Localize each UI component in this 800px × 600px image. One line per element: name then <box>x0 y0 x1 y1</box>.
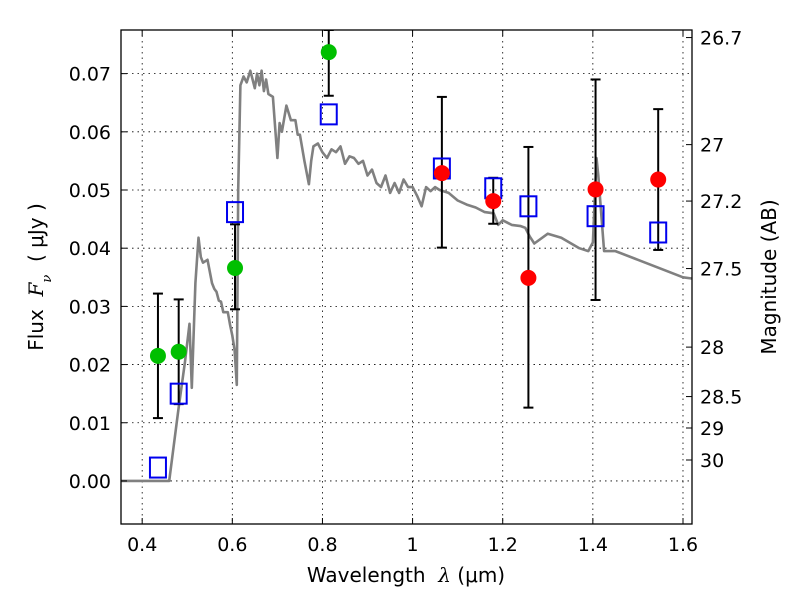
green-detections-point <box>320 44 337 61</box>
y-axis-label-subscript: ν <box>40 275 55 283</box>
model-spectrum-line <box>121 69 692 483</box>
y-axis-label: Flux Fν ( μJy ) <box>24 203 55 351</box>
y2-tick-label: 29 <box>700 418 724 440</box>
y2-tick-label: 27 <box>700 135 724 157</box>
y2-tick-label: 28.5 <box>700 387 742 409</box>
red-detections-point <box>485 193 502 210</box>
green-detections-point <box>227 259 244 276</box>
y-tick-label: 0.00 <box>69 471 111 493</box>
x-axis-label-prefix: Wavelength <box>307 563 438 587</box>
y-tick-label: 0.04 <box>69 238 111 260</box>
red-detections-point <box>433 165 450 182</box>
model-square-marker <box>519 195 538 218</box>
y2-tick-label: 28 <box>700 337 724 359</box>
model-square-marker <box>148 456 167 479</box>
y-tick-label: 0.06 <box>69 122 111 144</box>
y2-tick-label: 27.5 <box>700 259 742 281</box>
x-axis-label-symbol: λ <box>437 563 451 587</box>
y-axis-label-prefix: Flux <box>24 297 48 351</box>
x-tick-label: 0.4 <box>127 534 157 556</box>
y2-axis-label: Magnitude (AB) <box>757 199 781 354</box>
model-square-marker <box>586 205 605 228</box>
y-tick-label: 0.05 <box>69 180 111 202</box>
y2-tick-label: 30 <box>700 450 724 472</box>
red-detections-point <box>650 171 667 188</box>
model-square-marker <box>649 221 668 244</box>
red-detections-point <box>587 181 604 198</box>
y-tick-label: 0.01 <box>69 413 111 435</box>
x-tick-label: 1.6 <box>668 534 698 556</box>
x-tick-label: 1.4 <box>578 534 608 556</box>
y-tick-label: 0.03 <box>69 296 111 318</box>
model-square-marker <box>226 201 245 224</box>
model-square-marker <box>169 382 188 405</box>
x-axis-label: Wavelength λ (μm) <box>307 563 505 587</box>
red-detections-point <box>520 269 537 286</box>
y2-tick-label: 27.2 <box>700 191 742 213</box>
y-axis-label-unit: ( μJy ) <box>24 203 48 275</box>
y-tick-label: 0.07 <box>69 64 111 86</box>
plot-frame <box>120 29 693 525</box>
x-tick-label: 0.6 <box>217 534 247 556</box>
y-axis-label-symbol: F <box>24 282 48 298</box>
x-axis-label-unit: (μm) <box>451 563 505 587</box>
y-tick-label: 0.02 <box>69 355 111 377</box>
x-tick-label: 1 <box>407 534 419 556</box>
model-square-marker <box>319 103 338 126</box>
x-tick-label: 0.8 <box>307 534 337 556</box>
green-detections-point <box>170 343 187 360</box>
grid <box>121 30 692 524</box>
plot-area <box>121 30 692 483</box>
y2-tick-label: 26.7 <box>700 28 742 50</box>
green-detections-point <box>149 347 166 364</box>
x-tick-label: 1.2 <box>488 534 518 556</box>
axes: 0.4 0.6 0.8 1 1.2 1.4 1.6 0.00 0.01 0.02 0.03 0.04 0… <box>69 28 743 556</box>
